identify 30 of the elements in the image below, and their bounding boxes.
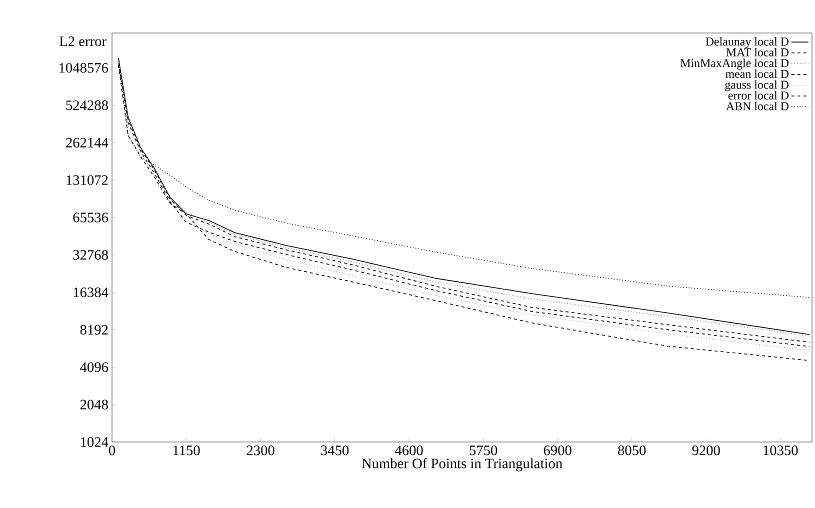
- y-tick-label: 131072: [66, 175, 108, 185]
- x-tick-label: 10350: [764, 446, 798, 456]
- legend-label: mean local D: [726, 70, 789, 78]
- legend-label: MinMaxAngle local D: [680, 58, 789, 70]
- x-tick-label: 9200: [692, 446, 720, 456]
- x-axis-title: Number Of Points in Triangulation: [362, 458, 562, 472]
- y-tick-label: 16384: [74, 287, 108, 298]
- legend-label: Delaunay local D: [706, 37, 789, 48]
- y-tick-label: 8192: [80, 324, 108, 335]
- x-tick-label: 8050: [618, 446, 646, 456]
- legend-label: gauss local D: [725, 80, 789, 92]
- x-tick-label: 5750: [470, 446, 498, 456]
- x-tick-label: 6900: [544, 446, 572, 456]
- y-tick-label: 524288: [66, 100, 108, 110]
- y-axis-title: L2 error: [60, 36, 106, 46]
- y-tick-label: 1048576: [60, 63, 108, 73]
- y-tick-label: 65536: [73, 212, 108, 222]
- legend-label: ABN local D: [726, 102, 789, 110]
- y-tick-label: 32768: [73, 250, 108, 260]
- legend-label: error local D: [728, 91, 789, 100]
- x-tick-label: 3450: [321, 446, 349, 456]
- y-tick-label: 2048: [80, 400, 108, 410]
- legend-label: MAT local D: [726, 48, 789, 56]
- y-tick-label: 4096: [80, 362, 108, 372]
- x-tick-label: 0: [108, 446, 116, 456]
- y-tick-label: 1024: [81, 437, 108, 447]
- x-tick-label: 2300: [246, 446, 274, 456]
- y-tick-label: 262144: [66, 138, 108, 148]
- x-tick-label: 1150: [173, 446, 200, 456]
- x-tick-label: 4600: [394, 446, 423, 456]
